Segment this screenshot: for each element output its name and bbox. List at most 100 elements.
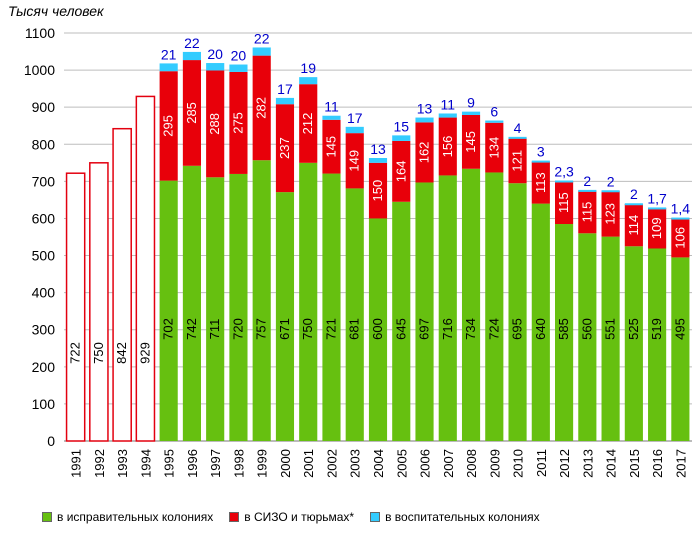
x-tick-label: 2011 xyxy=(534,449,549,477)
bar-value-label: 600 xyxy=(370,318,385,340)
bar-value-label: 560 xyxy=(579,318,594,340)
legend-item-colonies: в исправительных колониях xyxy=(42,510,213,524)
legend: в исправительных колониях в СИЗО и тюрьм… xyxy=(42,510,540,524)
bar-segment-juvenile xyxy=(229,64,248,72)
bar-segment-colonies xyxy=(252,160,271,442)
bar-value-label: 164 xyxy=(393,160,408,182)
bar-segment-juvenile xyxy=(206,63,225,71)
bar-segment-colonies xyxy=(461,168,481,441)
bar-segment-juvenile xyxy=(159,63,178,72)
bar-value-label: 671 xyxy=(277,318,292,340)
legend-item-sizo: в СИЗО и тюрьмах* xyxy=(229,510,354,524)
y-tick-label: 900 xyxy=(32,99,56,115)
bar-segment-sizo xyxy=(345,133,364,189)
bar-value-label: 145 xyxy=(323,136,338,158)
bar-segment-colonies xyxy=(415,182,434,441)
bar-segment-colonies xyxy=(578,233,597,441)
bar-segment-colonies xyxy=(531,203,550,441)
bar-value-label: 929 xyxy=(137,342,152,364)
bar-segment-juvenile xyxy=(252,47,271,56)
bar-segment-sizo xyxy=(322,119,341,174)
bar-segment-juvenile xyxy=(508,136,527,139)
bar-segment-sizo xyxy=(531,161,550,204)
bar-segment-juvenile xyxy=(578,189,597,192)
bar-segment-sizo xyxy=(624,203,643,247)
bar-value-label: 285 xyxy=(184,102,199,124)
bar-segment-juvenile xyxy=(601,190,620,193)
bar-segment-juvenile xyxy=(485,120,504,123)
bar-total-outline xyxy=(89,162,109,442)
bar-value-label: 3 xyxy=(537,144,545,160)
y-tick-label: 400 xyxy=(32,285,56,301)
bar-segment-sizo xyxy=(438,117,457,176)
bar-value-label: 149 xyxy=(347,150,362,172)
bar-value-label: 288 xyxy=(207,113,222,135)
bar-value-label: 495 xyxy=(672,318,687,340)
bar-value-label: 22 xyxy=(254,30,270,46)
y-tick-label: 1000 xyxy=(24,62,55,78)
legend-swatch-juvenile xyxy=(370,512,381,522)
bar-segment-sizo xyxy=(275,104,295,193)
bar-segment-juvenile xyxy=(624,203,643,206)
bar-segment-sizo xyxy=(671,218,690,258)
bar-segment-colonies xyxy=(671,257,690,441)
bar-segment-sizo xyxy=(392,140,411,202)
y-tick-label: 500 xyxy=(32,248,56,264)
bar-value-label: 21 xyxy=(161,46,177,62)
bar-segment-colonies xyxy=(322,173,341,442)
bar-value-label: 282 xyxy=(254,97,269,119)
legend-label-colonies: в исправительных колониях xyxy=(57,510,214,524)
bar-value-label: 19 xyxy=(300,60,316,76)
x-tick-label: 2014 xyxy=(604,449,619,478)
bar-value-label: 11 xyxy=(441,96,456,112)
bar-segment-colonies xyxy=(206,177,225,441)
bar-value-label: 842 xyxy=(114,342,129,364)
y-tick-label: 300 xyxy=(32,322,56,338)
bar-value-label: 295 xyxy=(161,115,176,137)
bar-segment-sizo xyxy=(252,55,271,161)
bar-segment-sizo xyxy=(368,162,388,219)
bar-value-label: 6 xyxy=(490,104,498,120)
bar-segment-colonies xyxy=(368,218,388,441)
bar-value-label: 13 xyxy=(417,101,433,117)
bar-value-label: 106 xyxy=(672,227,687,249)
bar-segment-sizo xyxy=(206,70,225,178)
x-tick-label: 2012 xyxy=(557,449,572,478)
bar-value-label: 237 xyxy=(277,137,292,159)
y-tick-label: 700 xyxy=(32,173,56,189)
bar-value-label: 750 xyxy=(300,318,315,340)
x-tick-label: 2008 xyxy=(464,449,479,478)
bar-value-label: 2 xyxy=(630,186,638,202)
bar-value-label: 134 xyxy=(486,137,501,159)
bar-value-label: 115 xyxy=(579,202,594,223)
bar-value-label: 17 xyxy=(277,81,293,97)
bar-segment-juvenile xyxy=(555,180,574,183)
bar-segment-colonies xyxy=(555,224,574,441)
bar-segment-colonies xyxy=(299,162,318,441)
bar-value-label: 711 xyxy=(207,319,222,340)
bar-segment-juvenile xyxy=(461,111,481,115)
bar-value-label: 20 xyxy=(207,46,223,62)
bar-segment-sizo xyxy=(461,114,481,169)
bar-segment-colonies xyxy=(485,172,504,441)
bar-segment-sizo xyxy=(601,191,620,237)
bar-segment-juvenile xyxy=(438,113,457,118)
bar-segment-sizo xyxy=(485,122,504,173)
bar-value-label: 22 xyxy=(184,35,200,51)
bar-value-label: 1,4 xyxy=(671,201,691,217)
x-tick-label: 1991 xyxy=(69,449,84,478)
bar-value-label: 734 xyxy=(463,318,478,340)
bar-segment-juvenile xyxy=(322,115,341,120)
x-tick-label: 2002 xyxy=(324,449,339,478)
x-tick-label: 2001 xyxy=(301,449,316,478)
bar-value-label: 720 xyxy=(230,318,245,340)
bar-segment-sizo xyxy=(299,84,318,163)
bar-value-label: 11 xyxy=(324,99,339,115)
bar-segment-colonies xyxy=(508,183,527,441)
bar-segment-sizo xyxy=(578,190,597,234)
bar-value-label: 724 xyxy=(486,318,501,340)
bar-value-label: 750 xyxy=(91,342,106,364)
bar-value-label: 525 xyxy=(626,318,641,340)
bar-value-label: 20 xyxy=(231,48,247,64)
